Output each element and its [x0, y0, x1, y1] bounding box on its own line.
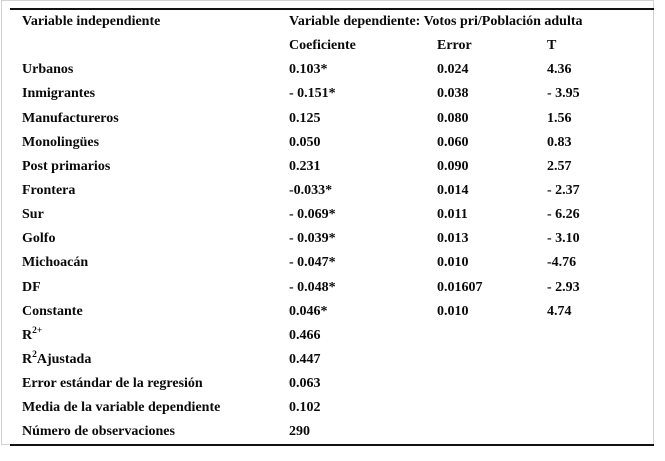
t-value: 0.83 [547, 134, 572, 150]
row-variable-label: Media de la variable dependiente [22, 400, 221, 416]
t-value: - 6.26 [547, 207, 580, 223]
table-row: Post primarios 0.231 0.090 2.57 [0, 155, 665, 179]
t-value: -4.76 [547, 255, 577, 271]
error-value: 0.090 [437, 158, 469, 174]
table-row: Urbanos 0.103* 0.024 4.36 [0, 58, 665, 82]
coefficient-value: 0.125 [289, 110, 321, 126]
coefficient-value: -0.033* [289, 183, 333, 199]
row-variable-label: Inmigrantes [22, 86, 96, 102]
t-value: - 2.37 [547, 183, 580, 199]
dependent-variable-header: Variable dependiente: Votos pri/Població… [289, 14, 583, 30]
error-value: 0.038 [437, 86, 469, 102]
error-value: 0.014 [437, 183, 469, 199]
t-value: - 2.93 [547, 279, 580, 295]
t-value: 1.56 [547, 110, 572, 126]
table-row: Constante 0.046* 0.010 4.74 [0, 300, 665, 324]
column-header-coefficient: Coeficiente [289, 38, 356, 54]
row-variable-label: Urbanos [22, 62, 74, 78]
table-subheader-row: Coeficiente Error T [0, 34, 665, 58]
table-row: R2Ajustada 0.447 [0, 348, 665, 372]
table-row: Monolingües 0.050 0.060 0.83 [0, 131, 665, 155]
coefficient-value: 0.447 [289, 352, 321, 368]
error-value: 0.010 [437, 255, 469, 271]
coefficient-value: 0.046* [289, 303, 328, 319]
table-row: Sur - 0.069* 0.011 - 6.26 [0, 203, 665, 227]
t-value: 4.74 [547, 303, 572, 319]
row-variable-label: Post primarios [22, 158, 111, 174]
row-variable-label: Golfo [22, 231, 56, 247]
error-value: 0.010 [437, 303, 469, 319]
error-value: 0.011 [437, 207, 468, 223]
row-variable-label: Número de observaciones [22, 424, 175, 440]
regression-table: Variable independiente Variable dependie… [0, 10, 665, 445]
table-top-rule [10, 8, 654, 10]
table-row: Número de observaciones 290 [0, 420, 665, 444]
row-variable-label: Monolingües [22, 134, 100, 150]
coefficient-value: - 0.039* [289, 231, 336, 247]
coefficient-value: 0.102 [289, 400, 321, 416]
coefficient-value: - 0.069* [289, 207, 336, 223]
coefficient-value: 0.103* [289, 62, 328, 78]
t-value: - 3.10 [547, 231, 580, 247]
coefficient-value: 0.063 [289, 376, 321, 392]
table-row: Michoacán - 0.047* 0.010 -4.76 [0, 251, 665, 275]
coefficient-value: 0.050 [289, 134, 321, 150]
coefficient-value: - 0.047* [289, 255, 336, 271]
table-bottom-rule [10, 444, 654, 446]
error-value: 0.01607 [437, 279, 483, 295]
coefficient-value: - 0.151* [289, 86, 336, 102]
error-value: 0.013 [437, 231, 469, 247]
table-row: Inmigrantes - 0.151* 0.038 - 3.95 [0, 82, 665, 106]
coefficient-value: 290 [289, 424, 310, 440]
column-header-t: T [547, 38, 557, 54]
table-header-row: Variable independiente Variable dependie… [0, 10, 665, 34]
table-row: Golfo - 0.039* 0.013 - 3.10 [0, 227, 665, 251]
t-value: 2.57 [547, 158, 572, 174]
row-variable-label: Sur [22, 207, 44, 223]
row-variable-label: R2+ [22, 325, 43, 343]
table-row: DF - 0.048* 0.01607 - 2.93 [0, 276, 665, 300]
column-header-error: Error [437, 38, 472, 54]
table-row: R2+ 0.466 [0, 324, 665, 348]
row-variable-label: R2Ajustada [22, 350, 92, 368]
coefficient-value: 0.231 [289, 158, 321, 174]
coefficient-value: - 0.048* [289, 279, 336, 295]
table-row: Manufactureros 0.125 0.080 1.56 [0, 107, 665, 131]
row-variable-label: Constante [22, 303, 83, 319]
t-value: 4.36 [547, 62, 572, 78]
row-variable-label: Manufactureros [22, 110, 119, 126]
row-variable-label: DF [22, 279, 41, 295]
independent-variable-header: Variable independiente [22, 14, 161, 30]
table-row: Error estándar de la regresión 0.063 [0, 372, 665, 396]
error-value: 0.024 [437, 62, 469, 78]
table-row: Frontera -0.033* 0.014 - 2.37 [0, 179, 665, 203]
error-value: 0.060 [437, 134, 469, 150]
row-variable-label: Michoacán [22, 255, 89, 271]
coefficient-value: 0.466 [289, 327, 321, 343]
error-value: 0.080 [437, 110, 469, 126]
row-variable-label: Frontera [22, 183, 76, 199]
t-value: - 3.95 [547, 86, 580, 102]
row-variable-label: Error estándar de la regresión [22, 376, 203, 392]
table-row: Media de la variable dependiente 0.102 [0, 396, 665, 420]
